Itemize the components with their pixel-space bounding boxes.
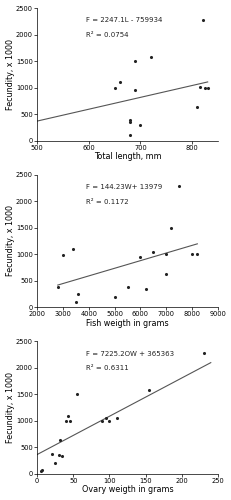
X-axis label: Ovary weigth in grams: Ovary weigth in grams [81, 486, 173, 494]
Point [197, 83, 201, 91]
Point [57, 452, 61, 460]
Point [58, 436, 62, 444]
Point [125, 283, 129, 291]
Point [114, 414, 118, 422]
Point [128, 116, 131, 124]
Point [164, 250, 167, 258]
X-axis label: Fish weigth in grams: Fish weigth in grams [86, 319, 168, 328]
Point [143, 284, 147, 292]
Point [147, 386, 150, 394]
Text: R² = 0.6311: R² = 0.6311 [85, 365, 128, 371]
Point [39, 467, 43, 475]
Point [201, 349, 204, 357]
Point [164, 270, 167, 278]
Point [169, 224, 173, 232]
Point [107, 417, 111, 425]
Point [67, 417, 71, 425]
Point [148, 53, 152, 61]
Point [133, 57, 137, 65]
Point [202, 84, 206, 92]
Point [205, 84, 209, 92]
Point [71, 245, 75, 253]
Point [74, 298, 77, 306]
Point [177, 182, 180, 190]
Point [195, 250, 198, 258]
X-axis label: Total length, mm: Total length, mm [93, 152, 161, 161]
Y-axis label: Fecundity, x 1000: Fecundity, x 1000 [6, 372, 15, 443]
Point [138, 120, 142, 128]
Point [56, 283, 59, 291]
Point [128, 132, 131, 140]
Y-axis label: Fecundity, x 1000: Fecundity, x 1000 [6, 39, 15, 110]
Point [75, 390, 79, 398]
Point [128, 118, 131, 126]
Point [66, 412, 70, 420]
Text: F = 2247.1L - 759934: F = 2247.1L - 759934 [85, 18, 162, 24]
Point [40, 466, 44, 473]
Point [100, 417, 104, 425]
Point [117, 78, 121, 86]
Point [200, 16, 204, 24]
Point [76, 290, 80, 298]
Point [30, 116, 34, 124]
Point [138, 253, 142, 261]
Point [49, 450, 53, 458]
Point [64, 418, 68, 426]
Point [189, 250, 193, 258]
Point [112, 292, 116, 300]
Y-axis label: Fecundity, x 1000: Fecundity, x 1000 [6, 206, 15, 276]
Text: R² = 0.0754: R² = 0.0754 [85, 32, 128, 38]
Text: R² = 0.1172: R² = 0.1172 [85, 198, 128, 204]
Point [151, 248, 155, 256]
Text: F = 7225.2OW + 365363: F = 7225.2OW + 365363 [85, 350, 173, 356]
Point [61, 251, 64, 259]
Point [133, 86, 137, 94]
Point [60, 452, 64, 460]
Point [195, 103, 198, 111]
Point [53, 460, 57, 468]
Point [103, 414, 107, 422]
Point [112, 84, 116, 92]
Text: F = 144.23W+ 13979: F = 144.23W+ 13979 [85, 184, 161, 190]
